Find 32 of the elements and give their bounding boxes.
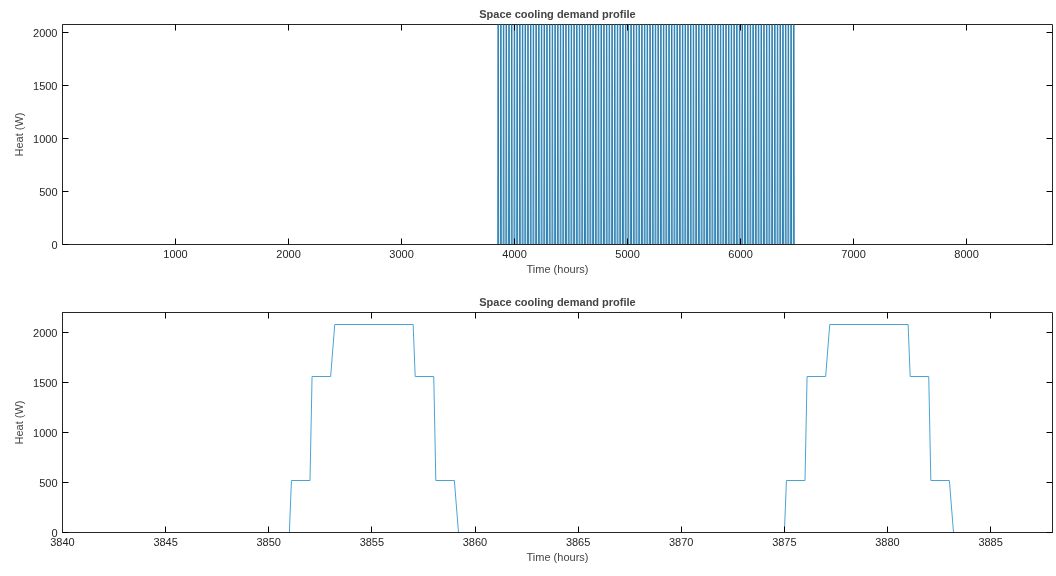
x-axis-title: Time (hours) (526, 550, 589, 563)
y-axis-title: Heat (W) (13, 400, 26, 445)
y-tick-label: 0 (51, 238, 58, 251)
y-tick-label: 500 (39, 476, 58, 489)
x-tick-label: 6000 (728, 247, 753, 260)
y-tick-label: 1000 (33, 132, 58, 145)
chart-title: Space cooling demand profile (479, 295, 636, 308)
y-tick-label: 2000 (33, 26, 58, 39)
x-tick-label: 4000 (502, 247, 527, 260)
x-tick-label: 3865 (565, 535, 591, 548)
x-tick-label: 5000 (615, 247, 640, 260)
y-tick-label: 2000 (33, 326, 58, 339)
x-tick-label: 3875 (772, 535, 797, 548)
x-tick-label: 3860 (462, 535, 488, 548)
x-tick-label: 3000 (389, 247, 414, 260)
x-tick-label: 1000 (163, 247, 188, 260)
chart-title: Space cooling demand profile (479, 7, 636, 20)
y-tick-label: 1500 (33, 376, 58, 389)
x-tick-label: 7000 (841, 247, 866, 260)
x-tick-label: 2000 (276, 247, 301, 260)
x-tick-label: 3855 (359, 535, 385, 548)
x-tick-label: 3870 (669, 535, 694, 548)
x-tick-label: 3845 (153, 535, 178, 548)
x-tick-label: 3850 (256, 535, 281, 548)
x-tick-label: 8000 (954, 247, 979, 260)
x-tick-label: 3885 (978, 535, 1003, 548)
y-tick-label: 500 (39, 185, 58, 198)
y-tick-label: 1000 (33, 426, 58, 439)
y-axis-title: Heat (W) (13, 112, 26, 157)
x-axis-title: Time (hours) (526, 262, 589, 275)
x-tick-label: 3880 (875, 535, 900, 548)
y-tick-label: 1500 (33, 79, 58, 92)
